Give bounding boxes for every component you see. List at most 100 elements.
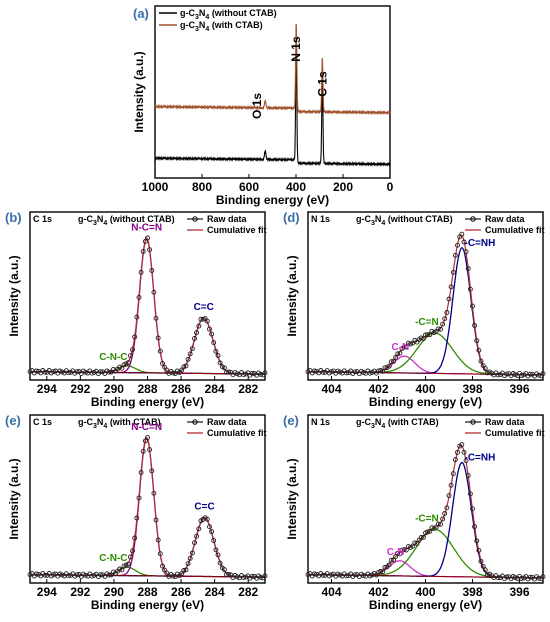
raw-data-point (504, 371, 510, 377)
raw-data-point (352, 369, 358, 375)
raw-data-point (397, 350, 403, 356)
raw-data-point (192, 336, 197, 341)
raw-data-point (391, 358, 396, 364)
raw-data-point (136, 294, 142, 300)
text-part: N (97, 417, 104, 427)
raw-data-point (463, 249, 469, 255)
subscript: 3 (195, 14, 199, 21)
raw-data-point (51, 572, 56, 578)
raw-data-point (207, 326, 212, 332)
raw-data-point (204, 516, 210, 522)
region-label: N 1s (311, 214, 330, 224)
raw-data-point (226, 369, 232, 375)
raw-data-point (170, 370, 176, 376)
plot-frame (307, 414, 544, 584)
x-tick-label: 404 (321, 585, 341, 599)
raw-data-point (138, 470, 144, 475)
raw-data-point (187, 351, 193, 357)
raw-data-point (395, 550, 401, 556)
raw-data-point (215, 353, 221, 358)
raw-data-point (98, 369, 103, 375)
raw-data-point (465, 266, 471, 271)
peak-annotation: O 1s (250, 93, 264, 119)
raw-data-point (106, 369, 112, 375)
raw-data-point (221, 365, 227, 371)
raw-data-point (33, 571, 39, 577)
raw-data-point (467, 491, 473, 497)
x-tick-label: 200 (333, 180, 353, 194)
raw-data-point (459, 442, 465, 448)
x-tick-label: 286 (171, 382, 191, 396)
panel-label: (a) (133, 6, 149, 21)
raw-data-point (311, 368, 317, 374)
legend-fit-label: Cumulative fit (207, 225, 267, 235)
raw-data-point (51, 369, 56, 375)
subscript: 4 (381, 423, 385, 430)
raw-data-point (151, 490, 157, 496)
raw-data-point (440, 516, 446, 522)
raw-data-point (132, 334, 138, 340)
x-tick-label: 294 (37, 585, 57, 599)
raw-data-point (425, 529, 431, 535)
subscript: 3 (371, 423, 375, 430)
cumulative-fit-line (308, 234, 544, 376)
raw-data-point (140, 249, 146, 254)
raw-data-point (386, 562, 392, 568)
raw-data-point (138, 269, 144, 275)
raw-data-point (485, 572, 490, 578)
component-label: N-C=N (131, 222, 162, 233)
raw-data-point (450, 471, 456, 477)
raw-data-point (482, 567, 488, 573)
raw-data-point (153, 517, 159, 523)
raw-data-point (452, 252, 458, 258)
text-part: g-C (180, 8, 195, 18)
raw-data-point (42, 572, 48, 578)
raw-data-point (147, 447, 153, 453)
raw-data-point (536, 372, 542, 378)
raw-data-point (149, 468, 155, 474)
raw-data-point (83, 369, 88, 375)
panel-label: (b) (5, 210, 22, 225)
raw-data-point (185, 561, 191, 567)
text-part: g-C (180, 20, 195, 30)
subscript: 3 (371, 220, 375, 227)
x-tick-label: 800 (192, 180, 212, 194)
raw-data-point (142, 438, 148, 444)
raw-data-point (361, 370, 366, 375)
raw-data-point (241, 575, 247, 581)
raw-data-point (151, 289, 157, 295)
subscript: 4 (103, 423, 107, 430)
raw-data-point (420, 534, 426, 540)
raw-data-point (200, 316, 206, 322)
y-axis-label: Intensity (a.u.) (285, 458, 299, 539)
legend-raw-marker (470, 419, 476, 425)
raw-data-point (311, 571, 317, 577)
sample-label: g-C3N4 (without CTAB) (78, 214, 175, 227)
raw-data-point (136, 495, 142, 501)
component-label: -C=NH (465, 453, 496, 464)
x-tick-label: 290 (104, 382, 124, 396)
text-part: N (375, 417, 382, 427)
raw-data-point (504, 574, 510, 580)
text-part: g-C (78, 417, 93, 427)
component-curve (30, 317, 265, 375)
raw-data-point (155, 537, 161, 543)
component-curve (30, 517, 265, 578)
raw-data-point (472, 524, 478, 530)
raw-data-point (519, 373, 525, 378)
raw-data-point (527, 574, 533, 580)
raw-data-point (209, 331, 215, 337)
raw-data-point (401, 547, 407, 553)
raw-data-point (213, 348, 219, 354)
x-tick-label: 284 (205, 382, 225, 396)
raw-data-point (476, 347, 482, 353)
panel-label: (e) (283, 413, 299, 428)
x-tick-label: 282 (238, 382, 258, 396)
component-label: -C=N (415, 317, 439, 328)
x-tick-label: 292 (70, 585, 90, 599)
raw-data-point (66, 370, 71, 376)
raw-data-point (536, 575, 542, 581)
raw-data-point (196, 526, 202, 532)
x-tick-label: 398 (462, 382, 482, 396)
